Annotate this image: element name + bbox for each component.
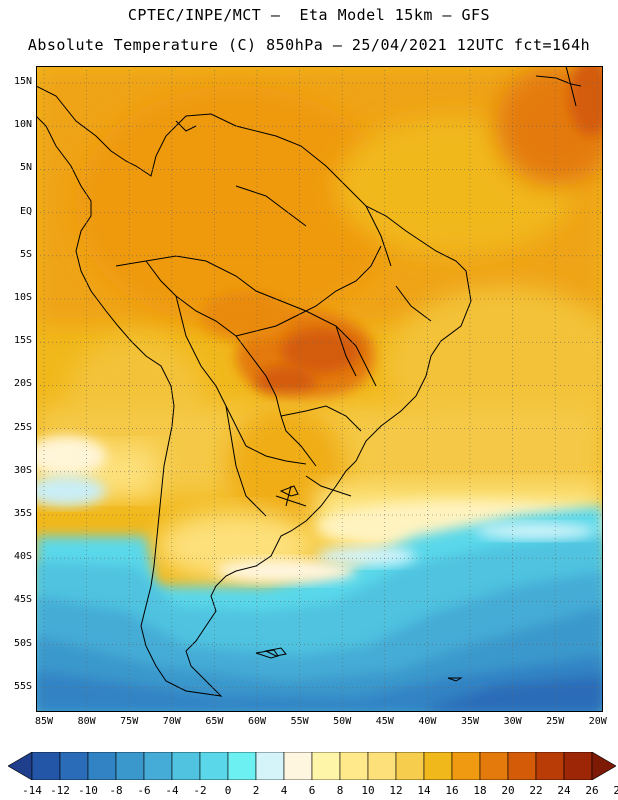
color-scale-label: 24	[557, 784, 571, 797]
latitude-label: 50S	[13, 637, 32, 649]
longitude-label: 60W	[247, 716, 267, 727]
color-scale-label: 2	[252, 784, 260, 797]
map-title-line-1: CPTEC/INPE/MCT — Eta Model 15km — GFS	[127, 6, 491, 24]
color-scale-label: 14	[417, 784, 431, 797]
longitude-label: 70W	[162, 716, 181, 727]
color-scale-cell	[479, 752, 509, 780]
latitude-label: 55S	[13, 680, 32, 692]
longitude-label: 65W	[205, 716, 224, 727]
color-scale-cell	[507, 752, 537, 780]
latitude-label: 15S	[13, 335, 32, 347]
color-scale-label: 20	[501, 784, 515, 797]
color-scale-label: 4	[280, 784, 288, 797]
color-scale-cell	[59, 752, 89, 780]
color-scale-label: 6	[308, 784, 316, 797]
color-scale-cell	[283, 752, 313, 780]
color-scale-bar	[8, 752, 616, 780]
latitude-label: 10N	[13, 119, 32, 131]
longitude-label: 45W	[375, 716, 394, 727]
longitude-label: 50W	[333, 716, 352, 727]
map-canvas	[36, 66, 603, 712]
coastlines-and-borders	[36, 66, 582, 697]
temperature-map	[36, 66, 603, 712]
latitude-label: 40S	[13, 551, 32, 563]
longitude-label: 40W	[418, 716, 437, 727]
color-scale-label: 18	[473, 784, 487, 797]
latitude-label: 10S	[13, 292, 32, 303]
color-scale-cell	[451, 752, 481, 780]
color-scale-label: -2	[193, 784, 207, 797]
color-scale-cell	[31, 752, 61, 780]
latitude-label: 35S	[13, 508, 32, 519]
longitude-label: 35W	[460, 716, 480, 727]
longitude-label: 20W	[588, 716, 607, 727]
longitude-label: 85W	[34, 716, 54, 727]
latitude-label: EQ	[19, 205, 32, 217]
latitude-label: 5N	[19, 162, 32, 174]
color-scale-label: 12	[389, 784, 403, 797]
color-scale-label: -10	[78, 784, 98, 797]
color-scale-cell	[339, 752, 369, 780]
color-scale-cell	[143, 752, 173, 780]
color-scale-cell	[395, 752, 425, 780]
latitude-label: 25S	[13, 421, 32, 433]
map-title-line-2: Absolute Temperature (C) 850hPa — 25/04/…	[27, 36, 591, 54]
color-scale-cell	[227, 752, 257, 780]
color-scale-cell	[423, 752, 453, 780]
color-scale-high-end	[591, 752, 616, 780]
color-scale-label: -8	[109, 784, 123, 797]
color-scale-cell	[199, 752, 229, 780]
latitude-label: 20S	[13, 378, 32, 390]
color-scale-label: 8	[336, 784, 344, 797]
longitude-label: 30W	[503, 716, 522, 727]
color-scale-label: 26	[585, 784, 599, 797]
color-scale-cell	[311, 752, 341, 780]
color-scale-cell	[115, 752, 145, 780]
color-scale-label: 28	[613, 784, 618, 797]
graticule	[36, 66, 603, 712]
color-scale-low-end	[8, 752, 33, 780]
color-scale-label: -6	[137, 784, 151, 797]
latitude-label: 45S	[13, 594, 32, 606]
map-border	[36, 66, 603, 712]
longitude-label: 80W	[77, 716, 96, 727]
color-scale-label: 16	[445, 784, 459, 797]
color-scale-label: -12	[50, 784, 70, 797]
latitude-label: 30S	[13, 464, 32, 476]
longitude-label: 55W	[290, 716, 309, 727]
longitude-label: 25W	[546, 716, 565, 727]
color-scale-label: 10	[361, 784, 375, 797]
color-scale-cell	[535, 752, 565, 780]
color-scale-cell	[87, 752, 117, 780]
color-scale-cell	[367, 752, 397, 780]
color-scale-cell	[255, 752, 285, 780]
color-scale-label: 22	[529, 784, 543, 797]
temperature-field	[36, 66, 603, 712]
latitude-label: 15N	[13, 76, 32, 87]
color-scale-cell	[563, 752, 593, 780]
latitude-label: 5S	[19, 248, 32, 260]
color-scale-cell	[171, 752, 201, 780]
color-scale-label: -4	[165, 784, 179, 797]
color-scale-label: 0	[224, 784, 232, 797]
color-scale-label: -14	[22, 784, 42, 797]
longitude-label: 75W	[120, 716, 139, 727]
